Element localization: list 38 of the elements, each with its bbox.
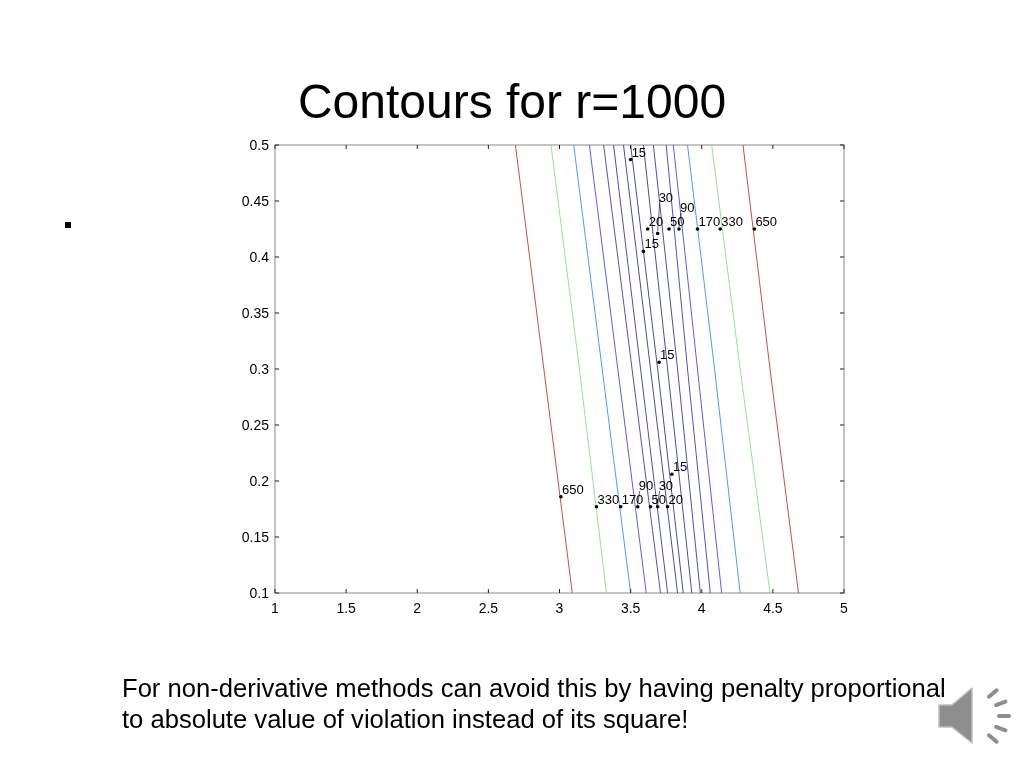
annotation: 90 xyxy=(638,477,654,493)
x-tick-label: 2 xyxy=(413,600,422,616)
x-tick-label: 2.5 xyxy=(478,600,499,616)
annotation: 170 xyxy=(621,491,644,507)
y-tick-label: 0.45 xyxy=(241,193,270,209)
annotation: 170 xyxy=(698,214,721,229)
y-tick-label: 0.3 xyxy=(249,361,270,377)
y-tick-label: 0.1 xyxy=(249,585,270,601)
annotation: 15 xyxy=(631,144,647,160)
x-tick-label: 1.5 xyxy=(336,600,357,616)
chart-title: Contours for r=1000 xyxy=(297,75,727,128)
y-tick-label: 0.2 xyxy=(249,473,270,489)
annotation: 50 xyxy=(651,491,667,507)
annotation: 50 xyxy=(670,214,685,229)
y-tick-label: 0.15 xyxy=(241,529,270,545)
annotation: 90 xyxy=(679,200,695,215)
annotation: 30 xyxy=(658,190,674,206)
x-tick-label: 3 xyxy=(555,600,564,616)
annotation: 650 xyxy=(755,214,778,229)
annotation: 15 xyxy=(672,459,688,475)
annotation: 330 xyxy=(721,214,743,229)
x-tick-label: 3.5 xyxy=(620,600,641,616)
x-tick-label: 4 xyxy=(697,600,706,616)
y-tick-label: 0.35 xyxy=(241,305,270,321)
x-tick-label: 1 xyxy=(271,600,280,616)
text: For non-derivative methods can avoid this by having penalty proportional to absolute value of violation instead of its square! xyxy=(122,674,946,733)
annotation: 20 xyxy=(668,491,684,507)
x-tick-label: 4.5 xyxy=(763,600,783,616)
y-tick-label: 0.25 xyxy=(241,417,270,433)
annotation: 15 xyxy=(644,236,659,252)
y-tick-label: 0.5 xyxy=(249,137,270,153)
annotation: 15 xyxy=(660,347,675,363)
y-tick-label: 0.4 xyxy=(249,249,270,265)
annotation: 30 xyxy=(658,477,674,493)
annotation: 650 xyxy=(561,481,584,497)
annotation: 20 xyxy=(648,214,664,229)
annotation: 330 xyxy=(597,491,620,507)
x-tick-label: 5 xyxy=(840,600,849,616)
